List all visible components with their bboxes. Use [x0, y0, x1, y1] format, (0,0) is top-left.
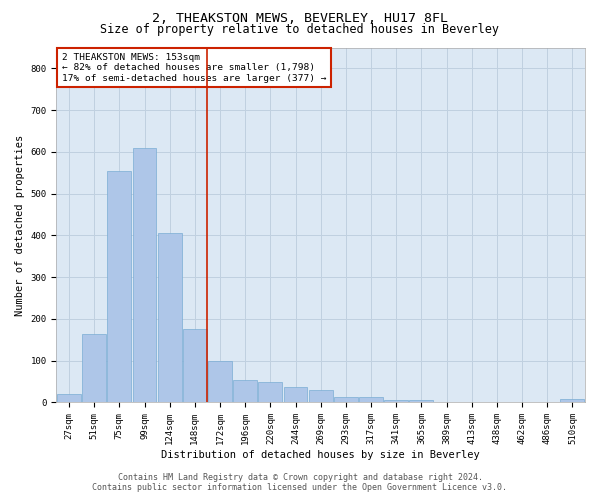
- Bar: [409, 400, 433, 402]
- X-axis label: Distribution of detached houses by size in Beverley: Distribution of detached houses by size …: [161, 450, 480, 460]
- Bar: [57, 394, 81, 402]
- Bar: [82, 334, 106, 402]
- Bar: [309, 390, 332, 402]
- Bar: [158, 234, 182, 402]
- Bar: [384, 400, 408, 402]
- Bar: [284, 386, 307, 402]
- Bar: [133, 148, 157, 402]
- Bar: [208, 360, 232, 403]
- Bar: [107, 170, 131, 402]
- Bar: [560, 399, 584, 402]
- Y-axis label: Number of detached properties: Number of detached properties: [15, 134, 25, 316]
- Bar: [334, 398, 358, 402]
- Bar: [183, 330, 207, 402]
- Text: 2 THEAKSTON MEWS: 153sqm
← 82% of detached houses are smaller (1,798)
17% of sem: 2 THEAKSTON MEWS: 153sqm ← 82% of detach…: [62, 53, 326, 82]
- Bar: [233, 380, 257, 402]
- Bar: [259, 382, 283, 402]
- Text: Contains HM Land Registry data © Crown copyright and database right 2024.
Contai: Contains HM Land Registry data © Crown c…: [92, 473, 508, 492]
- Text: Size of property relative to detached houses in Beverley: Size of property relative to detached ho…: [101, 22, 499, 36]
- Bar: [359, 398, 383, 402]
- Text: 2, THEAKSTON MEWS, BEVERLEY, HU17 8FL: 2, THEAKSTON MEWS, BEVERLEY, HU17 8FL: [152, 12, 448, 26]
